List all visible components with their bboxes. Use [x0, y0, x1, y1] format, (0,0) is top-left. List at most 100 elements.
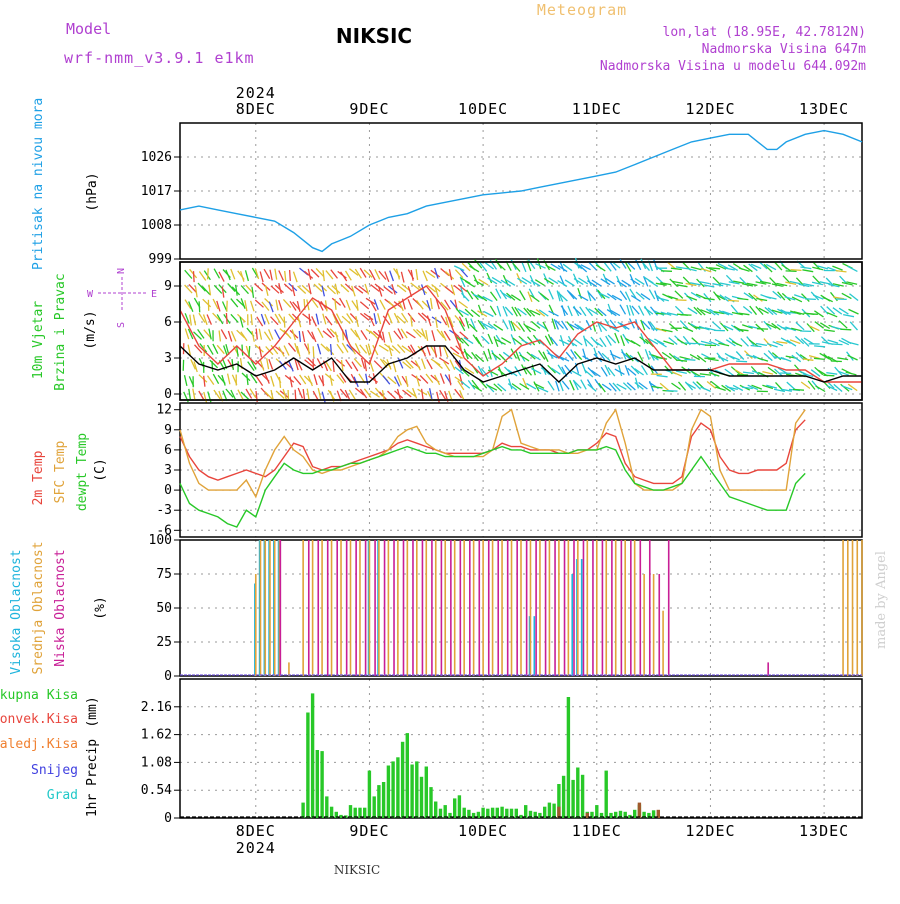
wind-arrow	[540, 293, 549, 300]
wind-arrow	[318, 344, 321, 355]
wind-arrow	[441, 269, 449, 276]
wind-arrow	[801, 382, 810, 389]
wind-arrow	[221, 329, 226, 339]
wind-unit: (m/s)	[83, 310, 98, 349]
wind-arrow	[242, 373, 250, 381]
wind-arrow	[460, 390, 464, 400]
wind-arrow	[222, 287, 224, 298]
wind-arrow	[210, 360, 218, 368]
precip-unit: (mm)	[85, 696, 100, 727]
precip-total-bar	[396, 757, 399, 818]
ytick-label: 1017	[141, 184, 172, 199]
precip-legend-hail: Grad	[47, 788, 78, 803]
wind-arrow	[642, 262, 649, 270]
wind-arrow	[751, 346, 762, 347]
wind-arrow	[741, 338, 749, 346]
wind-arrow	[549, 289, 554, 299]
wind-arrow	[743, 372, 754, 373]
cloud-ylabel-mid: Srednja Oblacnost	[31, 541, 46, 674]
bottom-day-label: 11DEC	[572, 822, 622, 840]
wind-arrow	[261, 314, 265, 324]
wind-arrow	[574, 351, 581, 359]
precip-total-bar	[605, 771, 608, 818]
bottom-day-label: 13DEC	[799, 822, 849, 840]
wind-arrow	[831, 361, 842, 362]
ytick-label: 9	[164, 423, 172, 438]
wind-arrow	[247, 374, 248, 385]
pressure-unit: (hPa)	[85, 172, 100, 211]
wind-arrow	[219, 272, 224, 282]
wind-arrow	[756, 344, 767, 346]
wind-arrow	[562, 381, 569, 390]
wind-arrow	[303, 389, 304, 400]
wind-arrow	[696, 343, 707, 345]
precip-total-bar	[576, 768, 579, 819]
wind-arrow	[298, 388, 302, 398]
wind-arrow	[208, 268, 209, 279]
precip-legend-freezing: Zaledj.Kisa	[0, 737, 78, 752]
wind-arrow	[252, 287, 254, 298]
precip-ylabel: 1hr Precip	[85, 739, 100, 817]
wind-arrow	[408, 299, 412, 309]
wind-arrow	[594, 340, 603, 346]
wind-arrow	[802, 270, 813, 272]
wind-arrow	[390, 271, 394, 281]
precip-total-bar	[387, 766, 390, 819]
wind-arrow	[572, 371, 582, 376]
ytick-label: 12	[156, 403, 172, 418]
wind-arrow	[731, 325, 740, 332]
precip-total-bar	[595, 805, 598, 818]
wind-arrow	[565, 280, 574, 286]
wind-arrow	[295, 390, 296, 401]
wind-arrow	[626, 292, 631, 302]
temp-ylabel-sfc: SFC Temp	[53, 441, 68, 504]
meteogram-title: Meteogram	[537, 1, 627, 19]
ytick-label: 25	[156, 635, 172, 650]
wind-arrow	[631, 296, 640, 302]
wind-arrow	[335, 332, 338, 343]
station-title: NIKSIC	[336, 24, 412, 48]
model-label: Model	[66, 20, 111, 38]
wind-arrow	[255, 300, 263, 307]
pressure-ylabel: Pritisak na nivou mora	[31, 98, 46, 270]
temp-unit: (C)	[93, 458, 108, 481]
wind-arrow	[332, 298, 340, 305]
wind-arrow	[185, 329, 188, 340]
wind-arrow	[294, 376, 301, 384]
ytick-label: 6	[164, 443, 172, 458]
wind-arrow	[385, 272, 389, 282]
top-day-label: 10DEC	[458, 100, 508, 118]
ytick-label: 1026	[141, 150, 172, 165]
ytick-label: 1008	[141, 218, 172, 233]
wind-arrow	[325, 316, 332, 325]
wind-arrow	[481, 336, 489, 344]
wind-arrow	[713, 322, 721, 329]
wind-arrow	[285, 271, 286, 282]
wind-arrow	[208, 376, 214, 385]
model-name: wrf-nmm_v3.9.1 e1km	[64, 49, 255, 67]
wind-arrow	[672, 383, 681, 389]
wind-arrow	[366, 298, 375, 304]
wind-arrow	[406, 332, 415, 338]
wind-arrow	[312, 316, 317, 326]
wind-arrow	[208, 345, 214, 355]
wind-arrow	[688, 323, 697, 329]
wind-arrow	[226, 313, 227, 324]
wind-arrow	[190, 315, 192, 326]
precip-total-bar	[458, 795, 461, 818]
wind-arrow	[356, 316, 359, 327]
temp-ylabel-dewpt: dewpt Temp	[75, 433, 90, 511]
wind-arrow	[333, 361, 334, 372]
wind-ylabel: 10m Vjetar	[31, 301, 46, 379]
wind-arrow	[631, 341, 640, 347]
wind-arrow	[662, 294, 672, 299]
wind-arrow	[849, 309, 859, 314]
wind-arrow	[256, 377, 262, 386]
wind-arrow	[269, 359, 273, 369]
wind-arrow	[450, 360, 455, 370]
wind-arrow	[850, 322, 857, 330]
wind-arrow	[279, 271, 284, 281]
wind-arrow	[639, 383, 648, 390]
wind-arrow	[422, 359, 426, 369]
